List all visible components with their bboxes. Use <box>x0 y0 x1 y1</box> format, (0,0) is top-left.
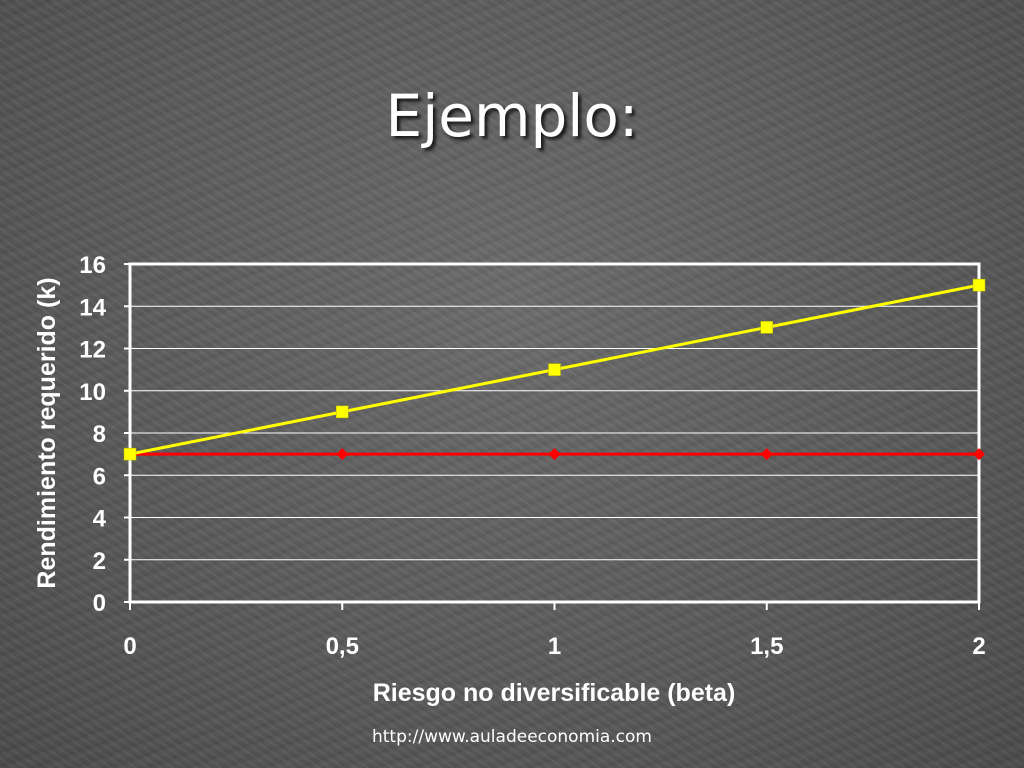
y-tick-label: 8 <box>93 421 106 448</box>
axes: 0 2 4 6 8 10 12 14 16 0 0,5 1 1,5 2 <box>79 252 985 660</box>
x-tick-label: 0 <box>123 633 136 660</box>
y-tick-label: 12 <box>79 337 106 364</box>
data-point-marker <box>548 363 561 376</box>
y-tick-label: 6 <box>93 463 106 490</box>
y-tick-label: 4 <box>93 506 107 533</box>
data-point-marker <box>336 405 349 419</box>
y-tick-label: 14 <box>79 294 106 321</box>
gridlines <box>130 305 979 561</box>
y-axis-label: Rendimiento requerido (k) <box>33 277 61 588</box>
data-point-marker <box>548 448 561 461</box>
footer-url: http://www.auladeeconomia.com <box>371 727 652 747</box>
series-group <box>123 278 986 461</box>
slide-title: Ejemplo: <box>385 82 639 150</box>
data-point-marker <box>123 447 137 461</box>
data-point-marker <box>760 448 773 461</box>
y-tick-label: 16 <box>79 252 106 279</box>
data-point-marker <box>973 448 985 461</box>
y-tick-label: 10 <box>79 379 106 406</box>
data-point-marker <box>760 321 773 334</box>
data-point-marker <box>972 278 986 292</box>
x-tick-label: 0,5 <box>326 633 359 660</box>
x-axis-label: Riesgo no diversificable (beta) <box>373 679 736 707</box>
y-tick-label: 0 <box>93 590 106 617</box>
data-point-marker <box>336 448 349 461</box>
x-tick-label: 2 <box>972 633 985 660</box>
x-tick-label: 1 <box>548 633 561 660</box>
x-tick-label: 1,5 <box>750 633 783 660</box>
y-tick-label: 2 <box>93 548 106 575</box>
